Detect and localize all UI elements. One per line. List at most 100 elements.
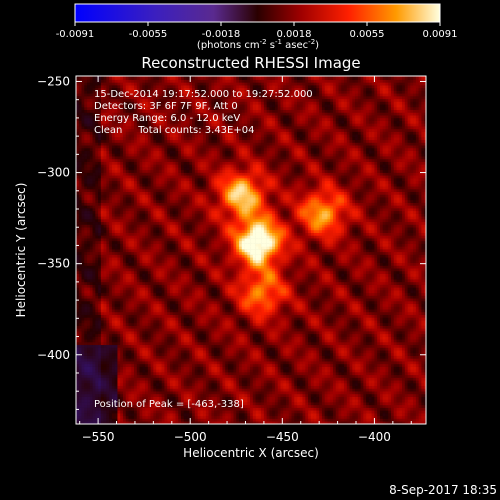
heatmap-cell <box>136 385 140 389</box>
heatmap-cell <box>100 328 104 332</box>
heatmap-cell <box>84 240 88 244</box>
heatmap-cell <box>87 153 91 157</box>
heatmap-cell <box>78 342 82 346</box>
heatmap-cell <box>167 388 171 392</box>
heatmap-cell <box>161 93 165 97</box>
heatmap-cell <box>136 292 140 296</box>
heatmap-cell <box>98 342 102 346</box>
heatmap-cell <box>100 399 104 403</box>
heatmap-cell <box>172 407 176 411</box>
heatmap-cell <box>153 361 157 365</box>
heatmap-cell <box>161 339 165 343</box>
heatmap-cell <box>117 265 121 269</box>
heatmap-cell <box>87 254 91 258</box>
heatmap-cell <box>106 85 110 89</box>
heatmap-cell <box>122 385 127 389</box>
heatmap-cell <box>145 317 149 321</box>
heatmap-cell <box>153 139 157 143</box>
heatmap-cell <box>100 254 104 258</box>
heatmap-cell <box>181 224 185 228</box>
heatmap-cell <box>92 295 96 299</box>
heatmap-cell <box>156 175 160 179</box>
heatmap-cell <box>81 96 85 100</box>
heatmap-cell <box>92 284 96 288</box>
heatmap-cell <box>103 199 107 203</box>
heatmap-cell <box>136 175 140 179</box>
heatmap-cell <box>109 169 113 173</box>
heatmap-cell <box>153 298 157 302</box>
heatmap-cell <box>98 276 102 280</box>
heatmap-cell <box>169 273 174 277</box>
heatmap-cell <box>120 120 124 124</box>
heatmap-cell <box>87 142 91 146</box>
heatmap-cell <box>81 243 85 247</box>
heatmap-cell <box>161 270 165 274</box>
heatmap-cell <box>161 199 165 203</box>
heatmap-cell <box>87 216 91 220</box>
heatmap-cell <box>81 150 85 154</box>
heatmap-cell <box>84 279 88 283</box>
heatmap-cell <box>178 131 182 135</box>
heatmap-cell <box>153 413 157 417</box>
heatmap-cell <box>181 303 185 307</box>
heatmap-cell <box>114 265 118 269</box>
heatmap-cell <box>76 232 80 236</box>
heatmap-cell <box>164 178 168 182</box>
heatmap-cell <box>114 82 118 86</box>
heatmap-cell <box>167 325 171 329</box>
heatmap-cell <box>181 112 185 116</box>
heatmap-cell <box>161 290 165 294</box>
heatmap-cell <box>125 224 129 228</box>
heatmap-cell <box>145 350 149 354</box>
heatmap-cell <box>109 413 113 417</box>
heatmap-cell <box>175 273 179 277</box>
heatmap-cell <box>117 175 121 179</box>
heatmap-cell <box>134 320 138 324</box>
heatmap-cell <box>117 254 121 258</box>
heatmap-cell <box>178 301 182 305</box>
heatmap-cell <box>145 268 149 272</box>
heatmap-cell <box>125 194 129 198</box>
heatmap-cell <box>109 276 113 280</box>
heatmap-cell <box>150 331 154 335</box>
heatmap-cell <box>172 104 176 108</box>
heatmap-cell <box>142 158 146 162</box>
heatmap-cell <box>106 194 110 198</box>
heatmap-cell <box>125 82 129 86</box>
heatmap-cell <box>150 224 154 228</box>
heatmap-cell <box>131 76 135 78</box>
heatmap-cell <box>156 139 160 143</box>
heatmap-cell <box>175 232 179 236</box>
heatmap-cell <box>147 76 151 78</box>
heatmap-cell <box>117 90 121 94</box>
heatmap-cell <box>131 407 135 411</box>
heatmap-cell <box>125 87 129 91</box>
heatmap-cell <box>178 388 182 392</box>
heatmap-cell <box>169 139 174 143</box>
heatmap-cell <box>136 265 140 269</box>
heatmap-cell <box>178 358 182 362</box>
heatmap-cell <box>134 153 138 157</box>
heatmap-cell <box>161 257 165 261</box>
heatmap-cell <box>147 290 151 294</box>
heatmap-cell <box>172 191 176 195</box>
heatmap-cell <box>114 325 118 329</box>
heatmap-cell <box>76 131 80 135</box>
heatmap-cell <box>178 229 182 233</box>
heatmap-cell <box>120 399 124 403</box>
heatmap-cell <box>153 306 157 310</box>
heatmap-cell <box>84 295 88 299</box>
heatmap-cell <box>114 139 118 143</box>
heatmap-cell <box>156 186 160 190</box>
heatmap-cell <box>175 311 179 315</box>
heatmap-cell <box>147 377 151 381</box>
heatmap-cell <box>181 251 185 255</box>
heatmap-cell <box>111 383 115 387</box>
heatmap-cell <box>106 101 110 105</box>
heatmap-cell <box>139 396 143 400</box>
heatmap-cell <box>169 292 174 296</box>
heatmap-cell <box>103 322 107 326</box>
heatmap-cell <box>114 374 118 378</box>
heatmap-cell <box>114 164 118 168</box>
heatmap-cell <box>178 413 182 417</box>
